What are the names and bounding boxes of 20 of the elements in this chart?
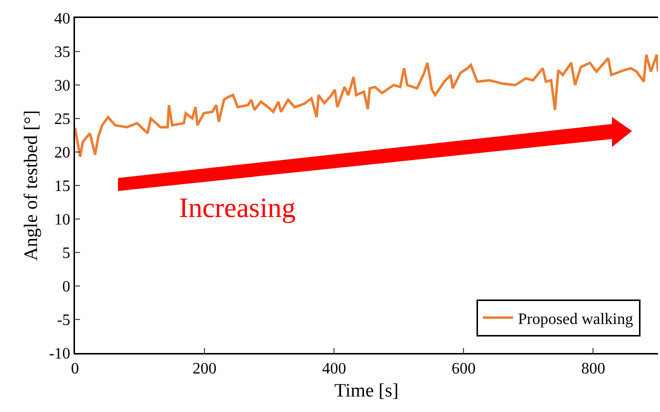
y-tick-label: 30	[54, 78, 70, 95]
legend-label: Proposed walking	[518, 310, 634, 328]
y-tick-label: 40	[54, 10, 70, 28]
y-tick-label: 25	[54, 111, 70, 128]
x-tick-label: 200	[192, 360, 217, 378]
x-tick-label: 800	[581, 360, 606, 378]
y-axis-title: Angle of testbed [°]	[21, 110, 42, 261]
line-series	[75, 54, 658, 158]
x-axis-title: Time [s]	[334, 380, 399, 402]
annotation: Increasing	[179, 193, 296, 224]
y-tick-label: -5	[56, 312, 70, 330]
y-tick-label: -10	[48, 346, 70, 363]
y-tick-label: 35	[54, 44, 70, 62]
y-tick-label: 5	[62, 245, 70, 262]
x-tick-label: 600	[452, 360, 476, 378]
y-tick-label: 10	[54, 212, 70, 229]
y-tick-label: 0	[62, 278, 70, 296]
y-tick-label: 15	[54, 178, 70, 196]
x-tick-label: 400	[322, 360, 346, 378]
y-tick-label: 20	[54, 144, 70, 162]
